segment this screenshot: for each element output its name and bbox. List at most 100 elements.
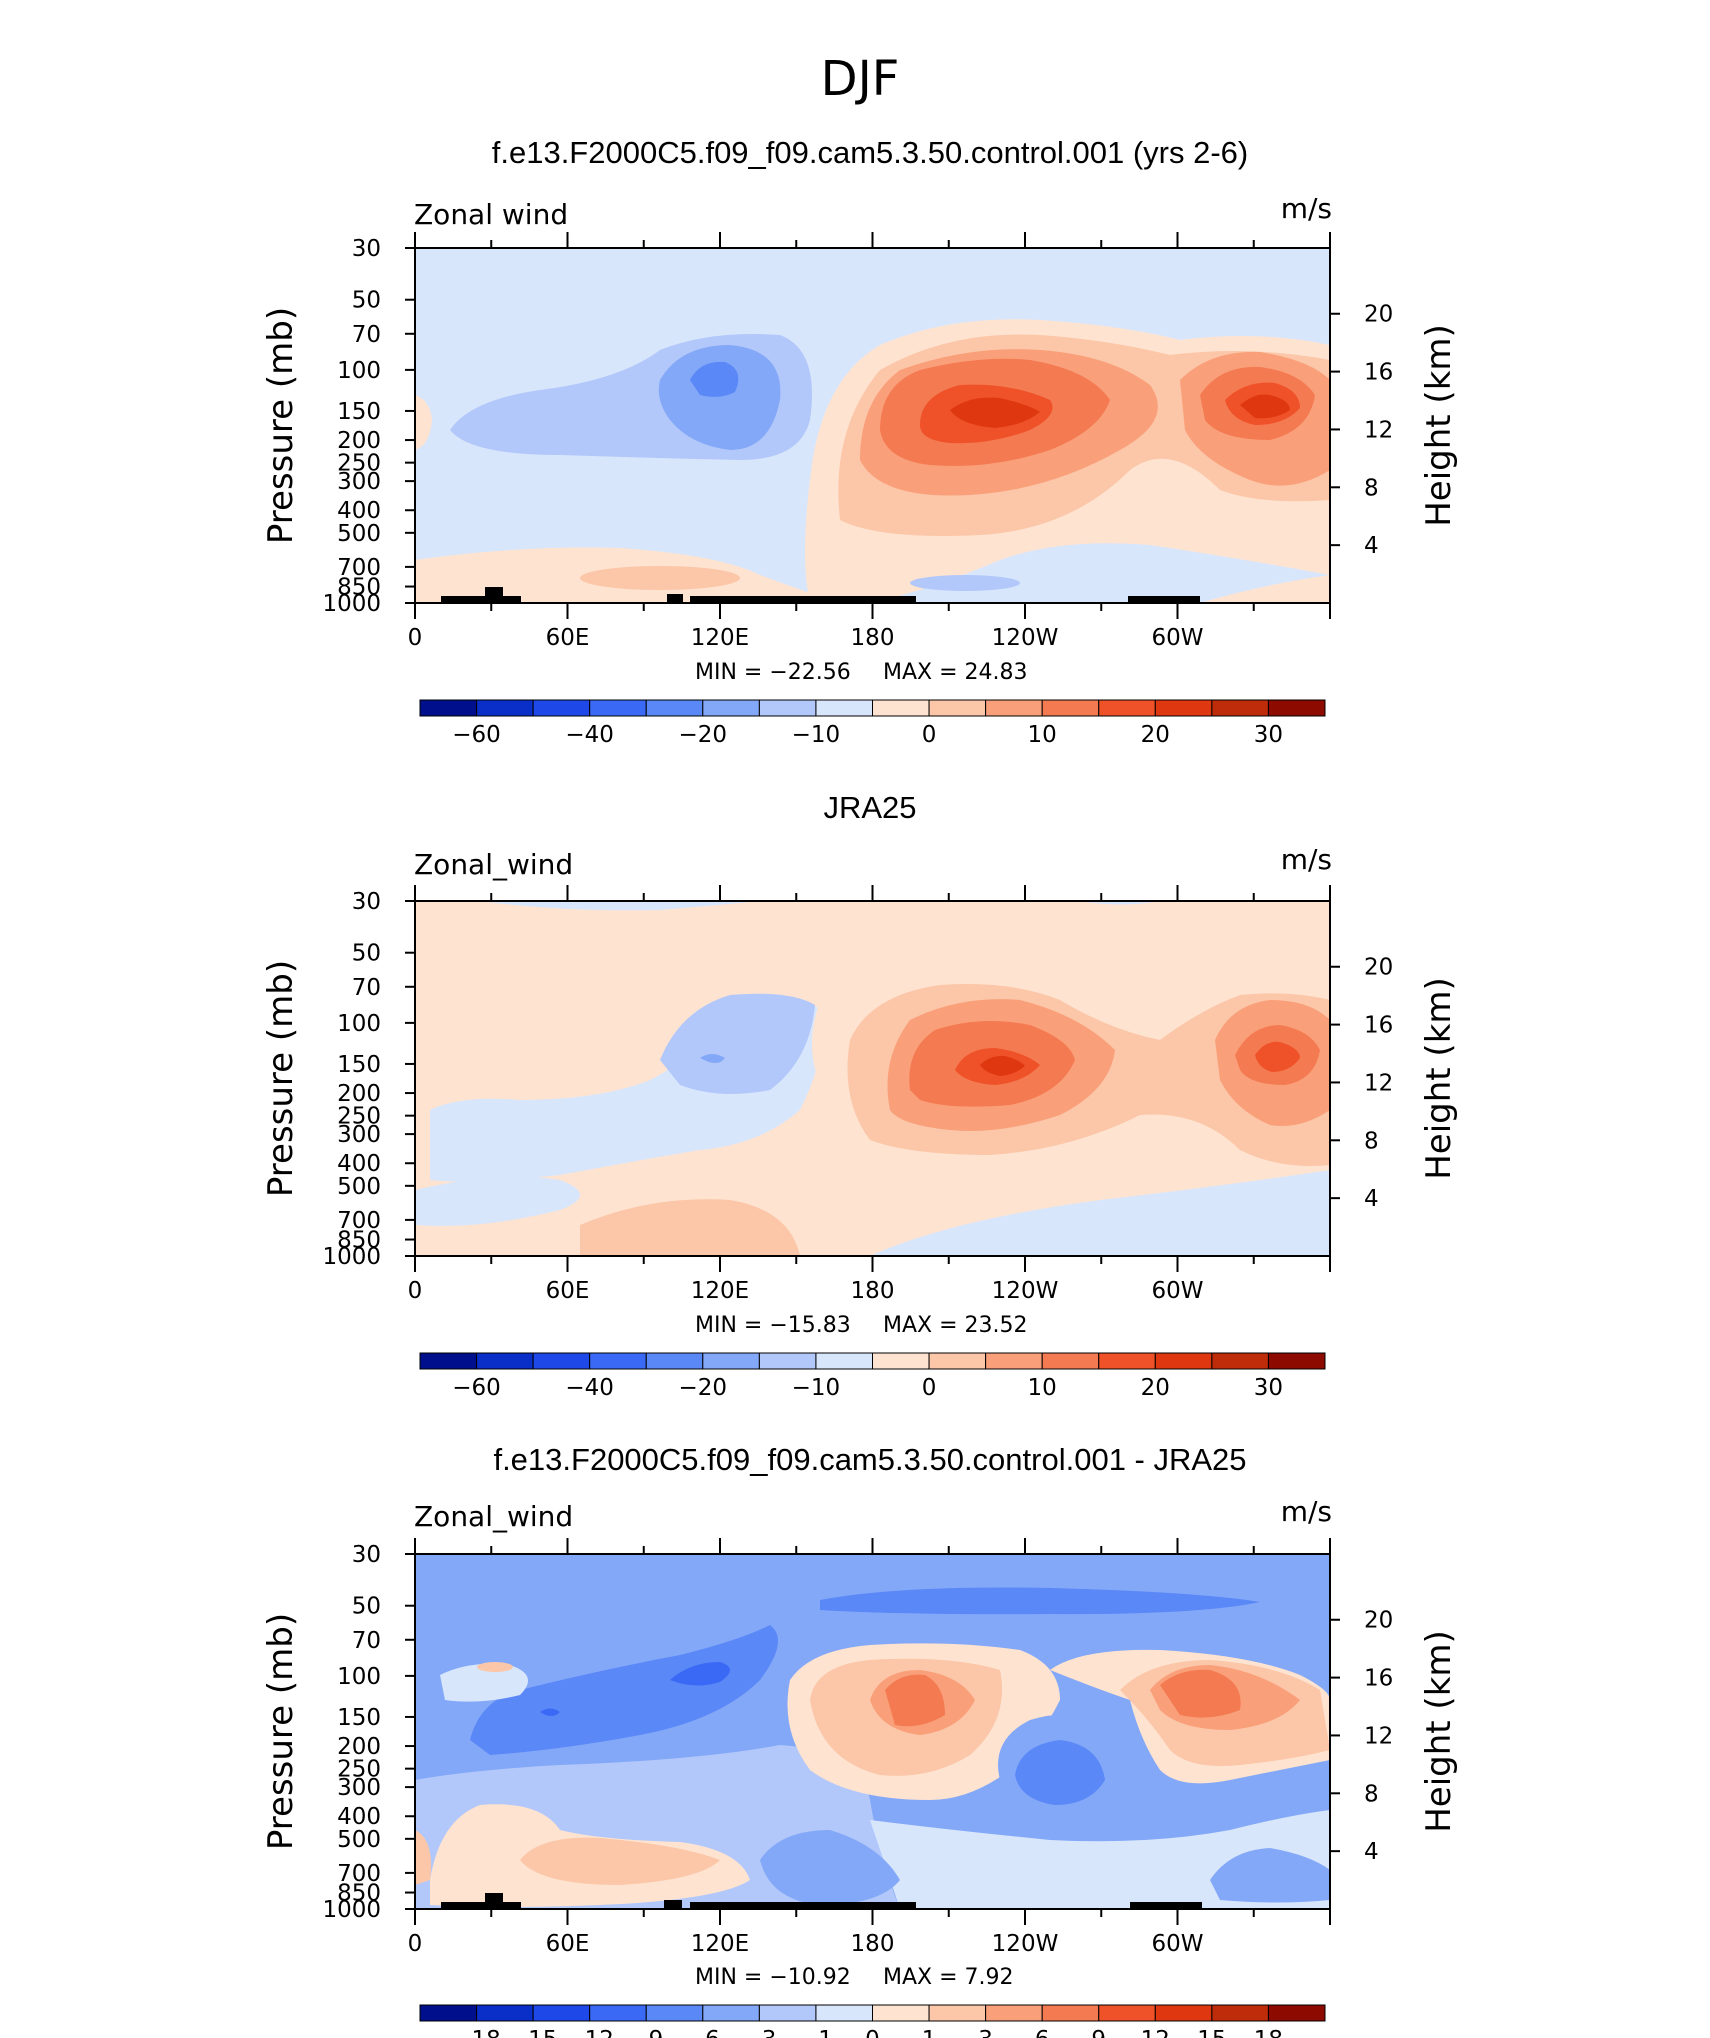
pressure-tick-label: 30 — [352, 236, 381, 262]
colorbar-label: 20 — [1141, 722, 1170, 748]
lon-tick-label: 60W — [1151, 625, 1203, 651]
colorbar-swatch — [645, 699, 704, 717]
panel-2-units: m/s — [1281, 843, 1332, 876]
pressure-tick-label: 150 — [337, 1052, 381, 1078]
lon-tick-label: 60E — [546, 625, 590, 651]
colorbar-swatch — [645, 1352, 704, 1370]
height-tick-label: 16 — [1364, 1666, 1393, 1692]
pressure-tick-label: 100 — [337, 1664, 381, 1690]
panel-3-colorbar: −18 −15 −12 −9 −6 −3 −1 0 1 3 6 9 12 15 18 — [419, 2004, 1326, 2038]
colorbar-swatch — [1041, 1352, 1100, 1370]
colorbar-label: 1 — [922, 2027, 937, 2038]
colorbar-label: −15 — [509, 2027, 558, 2038]
colorbar-label: 0 — [865, 2027, 880, 2038]
colorbar-label: 15 — [1197, 2027, 1226, 2038]
colorbar-swatch — [1267, 699, 1326, 717]
pressure-tick-label: 500 — [337, 1174, 381, 1200]
panel-3-max-label: MAX = 7.92 — [883, 1965, 1014, 1990]
lon-tick-label: 60E — [546, 1931, 590, 1957]
pressure-tick-label: 300 — [337, 469, 381, 495]
colorbar-swatch — [872, 2004, 930, 2022]
pressure-tick-label: 700 — [337, 1208, 381, 1234]
colorbar-label: 18 — [1254, 2027, 1283, 2038]
colorbar-swatch — [1041, 2004, 1100, 2022]
colorbar-label: −12 — [565, 2027, 614, 2038]
lon-tick-label: 60W — [1151, 1931, 1203, 1957]
colorbar-swatch — [589, 1352, 647, 1370]
pressure-tick-label: 1000 — [322, 1244, 381, 1270]
panel-2-min-label: MIN = −15.83 — [695, 1313, 851, 1338]
pressure-tick-label: 500 — [337, 521, 381, 547]
pressure-tick-label: 700 — [337, 1861, 381, 1887]
height-axis-label: Height (km) — [1419, 977, 1459, 1180]
height-axis-label: Height (km) — [1419, 324, 1459, 527]
lon-tick-label: 180 — [851, 625, 895, 651]
pressure-tick-label: 30 — [352, 1542, 381, 1568]
colorbar-label: −10 — [792, 722, 841, 748]
colorbar-swatch — [1098, 1352, 1156, 1370]
colorbar-label: −40 — [565, 1375, 614, 1401]
colorbar-swatch — [815, 2004, 873, 2022]
pressure-tick-label: 70 — [352, 975, 381, 1001]
panel-3-contours — [415, 1554, 1330, 1909]
colorbar-swatch — [1211, 699, 1269, 717]
lon-tick-label: 120W — [992, 1931, 1059, 1957]
lon-tick-label: 120E — [691, 625, 749, 651]
panel-1-topography — [441, 587, 1200, 603]
pressure-tick-label: 850 — [337, 575, 381, 601]
pressure-axis-label: Pressure (mb) — [261, 307, 301, 544]
panel-1-min-label: MIN = −22.56 — [695, 660, 851, 685]
pressure-tick-label: 300 — [337, 1122, 381, 1148]
figure-title: DJF — [821, 51, 900, 107]
colorbar-swatch — [532, 1352, 591, 1370]
height-tick-label: 8 — [1364, 1781, 1379, 1807]
height-axis-label: Height (km) — [1419, 1630, 1459, 1833]
colorbar-label: −40 — [565, 722, 614, 748]
colorbar-swatch — [872, 699, 930, 717]
pressure-tick-label: 250 — [337, 1757, 381, 1783]
height-tick-label: 4 — [1364, 533, 1379, 559]
pressure-tick-label: 150 — [337, 1705, 381, 1731]
panel-1-title: f.e13.F2000C5.f09_f09.cam5.3.50.control.… — [492, 135, 1249, 170]
height-tick-label: 12 — [1364, 1070, 1393, 1096]
colorbar-swatch — [815, 1352, 873, 1370]
pressure-tick-label: 50 — [352, 288, 381, 314]
colorbar-label: 12 — [1141, 2027, 1170, 2038]
colorbar-swatch — [476, 2004, 534, 2022]
lon-tick-label: 0 — [408, 1278, 423, 1304]
height-tick-label: 12 — [1364, 417, 1393, 443]
panel-2-contours — [415, 901, 1330, 1256]
height-tick-label: 8 — [1364, 1128, 1379, 1154]
pressure-tick-label: 100 — [337, 1011, 381, 1037]
height-tick-label: 16 — [1364, 1013, 1393, 1039]
colorbar-label: −6 — [686, 2027, 720, 2038]
colorbar-swatch — [758, 2004, 817, 2022]
panel-3-title: f.e13.F2000C5.f09_f09.cam5.3.50.control.… — [493, 1442, 1246, 1477]
height-tick-label: 16 — [1364, 360, 1393, 386]
panel-2-colorbar: −60 −40 −20 −10 0 10 20 30 — [419, 1352, 1326, 1401]
pressure-tick-label: 300 — [337, 1775, 381, 1801]
pressure-tick-label: 70 — [352, 1628, 381, 1654]
colorbar-swatch — [532, 699, 591, 717]
pressure-tick-label: 1000 — [322, 1897, 381, 1923]
pressure-tick-label: 400 — [337, 1151, 381, 1177]
height-tick-label: 20 — [1364, 1608, 1393, 1634]
colorbar-swatch — [985, 1352, 1043, 1370]
colorbar-label: 9 — [1091, 2027, 1106, 2038]
colorbar-swatch — [702, 1352, 760, 1370]
lon-tick-label: 60W — [1151, 1278, 1203, 1304]
pressure-tick-label: 100 — [337, 358, 381, 384]
lon-tick-label: 180 — [851, 1278, 895, 1304]
colorbar-swatch — [1098, 2004, 1156, 2022]
colorbar-swatch — [928, 1352, 987, 1370]
pressure-tick-label: 200 — [337, 1081, 381, 1107]
colorbar-swatch — [419, 699, 478, 717]
colorbar-label: 3 — [978, 2027, 993, 2038]
lon-tick-label: 0 — [408, 1931, 423, 1957]
colorbar-swatch — [1098, 699, 1156, 717]
pressure-tick-label: 30 — [352, 889, 381, 915]
colorbar-swatch — [702, 699, 760, 717]
pressure-axis-label: Pressure (mb) — [261, 1613, 301, 1850]
